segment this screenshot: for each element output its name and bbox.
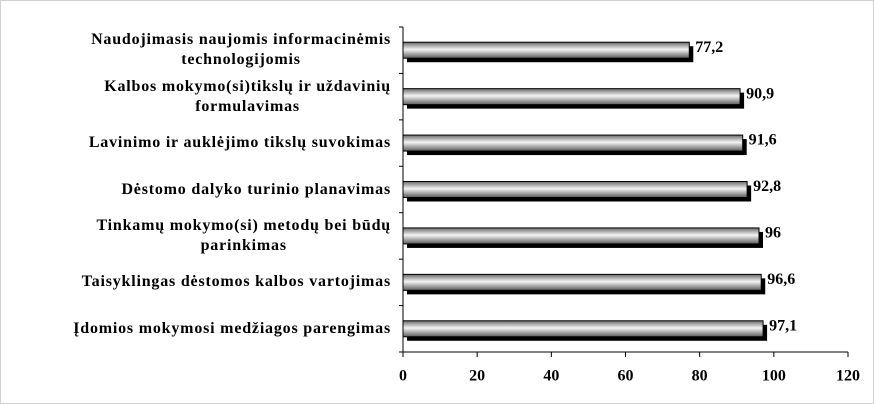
x-tick-label: 20 [469,368,485,385]
bar [402,273,762,291]
bar [402,320,764,338]
value-label: 96,6 [767,271,795,288]
x-tick-label: 60 [618,368,634,385]
value-label: 90,9 [746,85,774,102]
category-label: Kalbos mokymo(si)tikslų ir uždavinių for… [104,77,391,115]
category-label: Įdomios mokymosi medžiagos parengimas [73,319,391,337]
bar [402,227,760,245]
bar [402,88,741,106]
category-label: Dėstomo dalyko turinio planavimas [121,180,391,198]
bar [402,41,690,59]
x-tick-label: 80 [692,368,708,385]
category-label: Lavinimo ir auklėjimo tikslų suvokimas [88,134,391,152]
value-label: 91,6 [749,132,777,149]
x-tick-label: 120 [836,368,860,385]
category-label: Tinkamų mokymo(si) metodų bei būdų parin… [96,216,391,254]
x-tick-label: 0 [399,368,407,385]
value-label: 96 [765,225,781,242]
bar [402,181,748,198]
value-label: 77,2 [695,39,723,56]
category-label: Naudojimasis naujomis informacinėmis tec… [91,31,391,69]
value-label: 97,1 [769,317,797,334]
bar [402,134,744,152]
value-label: 92,8 [753,178,781,195]
x-tick-label: 40 [543,368,559,385]
category-label: Taisyklingas dėstomos kalbos vartojimas [81,273,391,291]
x-tick-label: 100 [762,368,786,385]
